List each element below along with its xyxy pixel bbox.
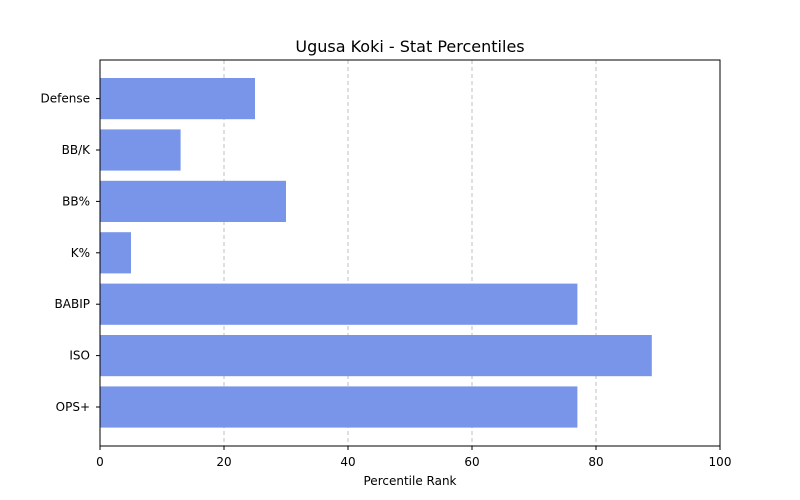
bar-iso (100, 335, 652, 377)
grid-lines (223, 60, 597, 446)
x-tick-label: 100 (709, 455, 732, 469)
x-tick-label: 0 (96, 455, 104, 469)
y-category-label: BB/K (62, 143, 92, 157)
y-category-label: OPS+ (56, 400, 90, 414)
x-axis-label: Percentile Rank (364, 474, 457, 488)
x-tick-label: 40 (340, 455, 355, 469)
y-axis-categories: OPS+ ISO BABIP K% BB% BB/K Defense (41, 92, 100, 414)
bar-defense (100, 78, 255, 120)
bars (100, 78, 652, 428)
bar-ops (100, 386, 578, 428)
y-category-label: BABIP (55, 297, 90, 311)
bar-babip (100, 283, 578, 325)
bar-bb-k (100, 129, 181, 171)
y-category-label: BB% (62, 194, 90, 208)
x-tick-label: 80 (588, 455, 603, 469)
bar-bb (100, 180, 286, 222)
x-axis-ticks: 0 20 40 60 80 100 (96, 446, 731, 469)
y-category-label: ISO (69, 349, 90, 363)
x-tick-label: 60 (464, 455, 479, 469)
y-category-label: Defense (41, 92, 90, 106)
chart-title: Ugusa Koki - Stat Percentiles (295, 37, 524, 56)
y-category-label: K% (71, 246, 90, 260)
bar-k (100, 232, 131, 274)
x-tick-label: 20 (216, 455, 231, 469)
